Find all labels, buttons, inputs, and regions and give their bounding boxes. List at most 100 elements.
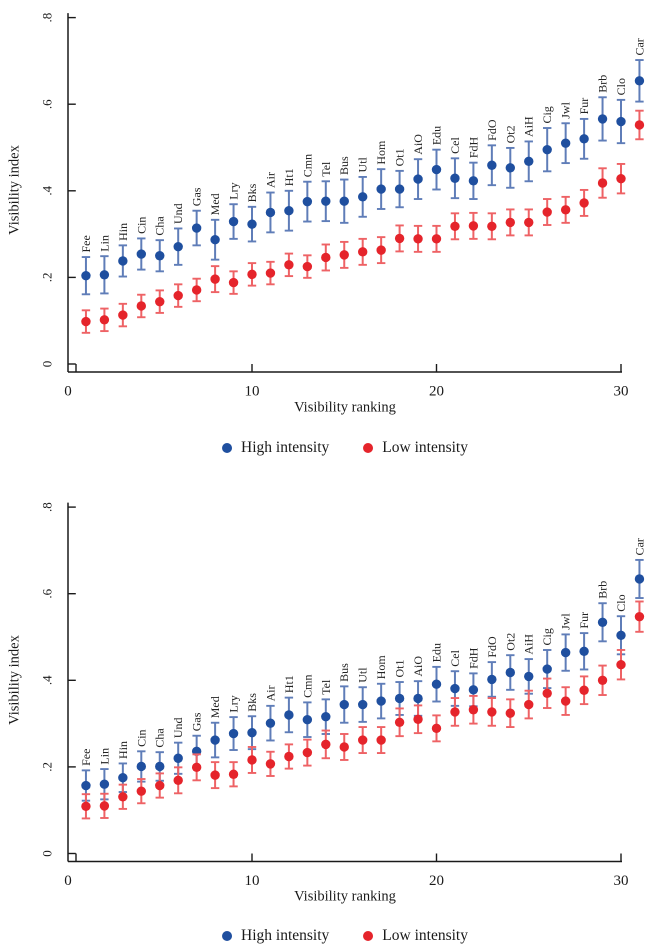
high-intensity-point [247,727,257,738]
high-intensity-point [560,647,571,658]
low-intensity-point [99,801,110,811]
category-label: Hin [116,741,130,759]
category-label: Brb [596,75,610,93]
high-intensity-point [118,256,128,266]
low-intensity-point [339,742,349,752]
low-intensity-point [505,217,515,228]
low-intensity-point [284,751,294,762]
category-label: AiO [411,656,425,677]
high-intensity-point [302,196,313,207]
low-intensity-point [524,217,534,228]
legend-label-low: Low intensity [382,927,468,944]
high-intensity-point [339,699,349,710]
x-axis-title-bottom: Visibility ranking [294,888,396,905]
low-intensity-point [173,775,183,786]
high-intensity-point [450,683,460,694]
high-intensity-point [173,753,183,763]
category-label: Med [208,696,222,718]
high-intensity-point [173,241,183,252]
high-intensity-point [321,196,331,206]
high-intensity-point [394,184,405,194]
category-label: Und [171,203,185,224]
category-label: Utl [356,156,370,172]
low-intensity-point [413,714,423,724]
category-label: Bus [337,663,351,682]
high-intensity-point [487,674,497,685]
legend-item-high: High intensity [222,927,329,945]
x-tick-label: 30 [614,873,629,889]
category-label: Utl [356,667,370,683]
x-tick-label: 10 [245,873,260,889]
low-intensity-point [321,252,331,263]
category-label: AiH [522,634,536,655]
high-intensity-point [597,114,608,124]
category-label: Ot2 [503,633,517,651]
category-label: Fur [577,612,591,629]
low-intensity-point [616,173,626,184]
high-intensity-point [210,735,220,745]
high-intensity-point [487,160,497,170]
low-intensity-point [542,688,552,698]
x-axis-title-top: Visibility ranking [294,399,396,416]
high-intensity-point [265,718,276,728]
category-label: Jwl [559,101,573,118]
low-intensity-point [302,747,313,758]
category-label: Cin [134,729,148,746]
low-intensity-point [597,178,608,188]
category-label: Med [208,193,222,215]
high-intensity-point [376,184,386,194]
y-tick-label: .8 [40,502,55,512]
low-intensity-point [136,786,146,796]
category-label: Lry [227,182,241,199]
high-intensity-point [302,715,313,725]
category-label: Cmn [300,675,314,698]
category-label: Hin [116,223,130,241]
low-intensity-point [634,120,645,130]
low-intensity-point [597,675,608,685]
category-label: AiH [522,116,536,137]
high-intensity-point [155,761,165,772]
high-intensity-marker-icon [222,443,233,453]
y-tick-label: .8 [40,13,55,23]
category-label: Gas [190,187,204,206]
high-intensity-point [247,219,257,229]
high-intensity-point [597,617,608,627]
low-intensity-point [450,707,460,717]
y-tick-label: .6 [40,99,55,109]
category-label: Jwl [559,613,573,630]
low-intensity-point [210,770,220,780]
category-label: Gas [190,712,204,731]
category-label: Ot2 [503,125,517,143]
high-intensity-point [265,207,276,218]
category-label: Hom [374,140,388,165]
low-intensity-point [81,316,91,327]
high-intensity-point [284,710,294,720]
category-label: Air [263,685,277,701]
category-label: Bks [245,693,259,712]
category-label: Bks [245,183,259,202]
low-intensity-point [468,705,479,715]
high-intensity-point [542,144,552,155]
x-tick-label: 10 [245,384,260,400]
category-label: Edu [430,126,444,145]
scatter-plot-top: .8 .6 .4 .2 0 0 10 20 30 Fee Lin Hin Cin Cha Und Gas Med… [40,13,647,400]
high-intensity-point [284,206,294,216]
low-intensity-point [579,198,589,208]
high-intensity-point [228,728,239,739]
category-label: Cha [153,728,167,748]
low-intensity-point [81,801,91,812]
low-intensity-point [118,792,128,802]
legend-bottom: High intensity Low intensity [222,927,468,945]
y-axis-title-bottom: Visibility index [6,635,23,725]
low-intensity-point [505,708,515,718]
low-intensity-point [284,260,294,270]
legend-label-high: High intensity [241,927,330,944]
low-intensity-point [524,699,534,710]
legend-item-low: Low intensity [363,439,468,457]
category-label: Fee [79,235,93,252]
y-tick-label: .2 [40,762,55,772]
low-intensity-point [487,221,497,232]
high-intensity-point [431,164,442,175]
high-intensity-point [450,173,460,183]
high-intensity-point [616,630,626,640]
